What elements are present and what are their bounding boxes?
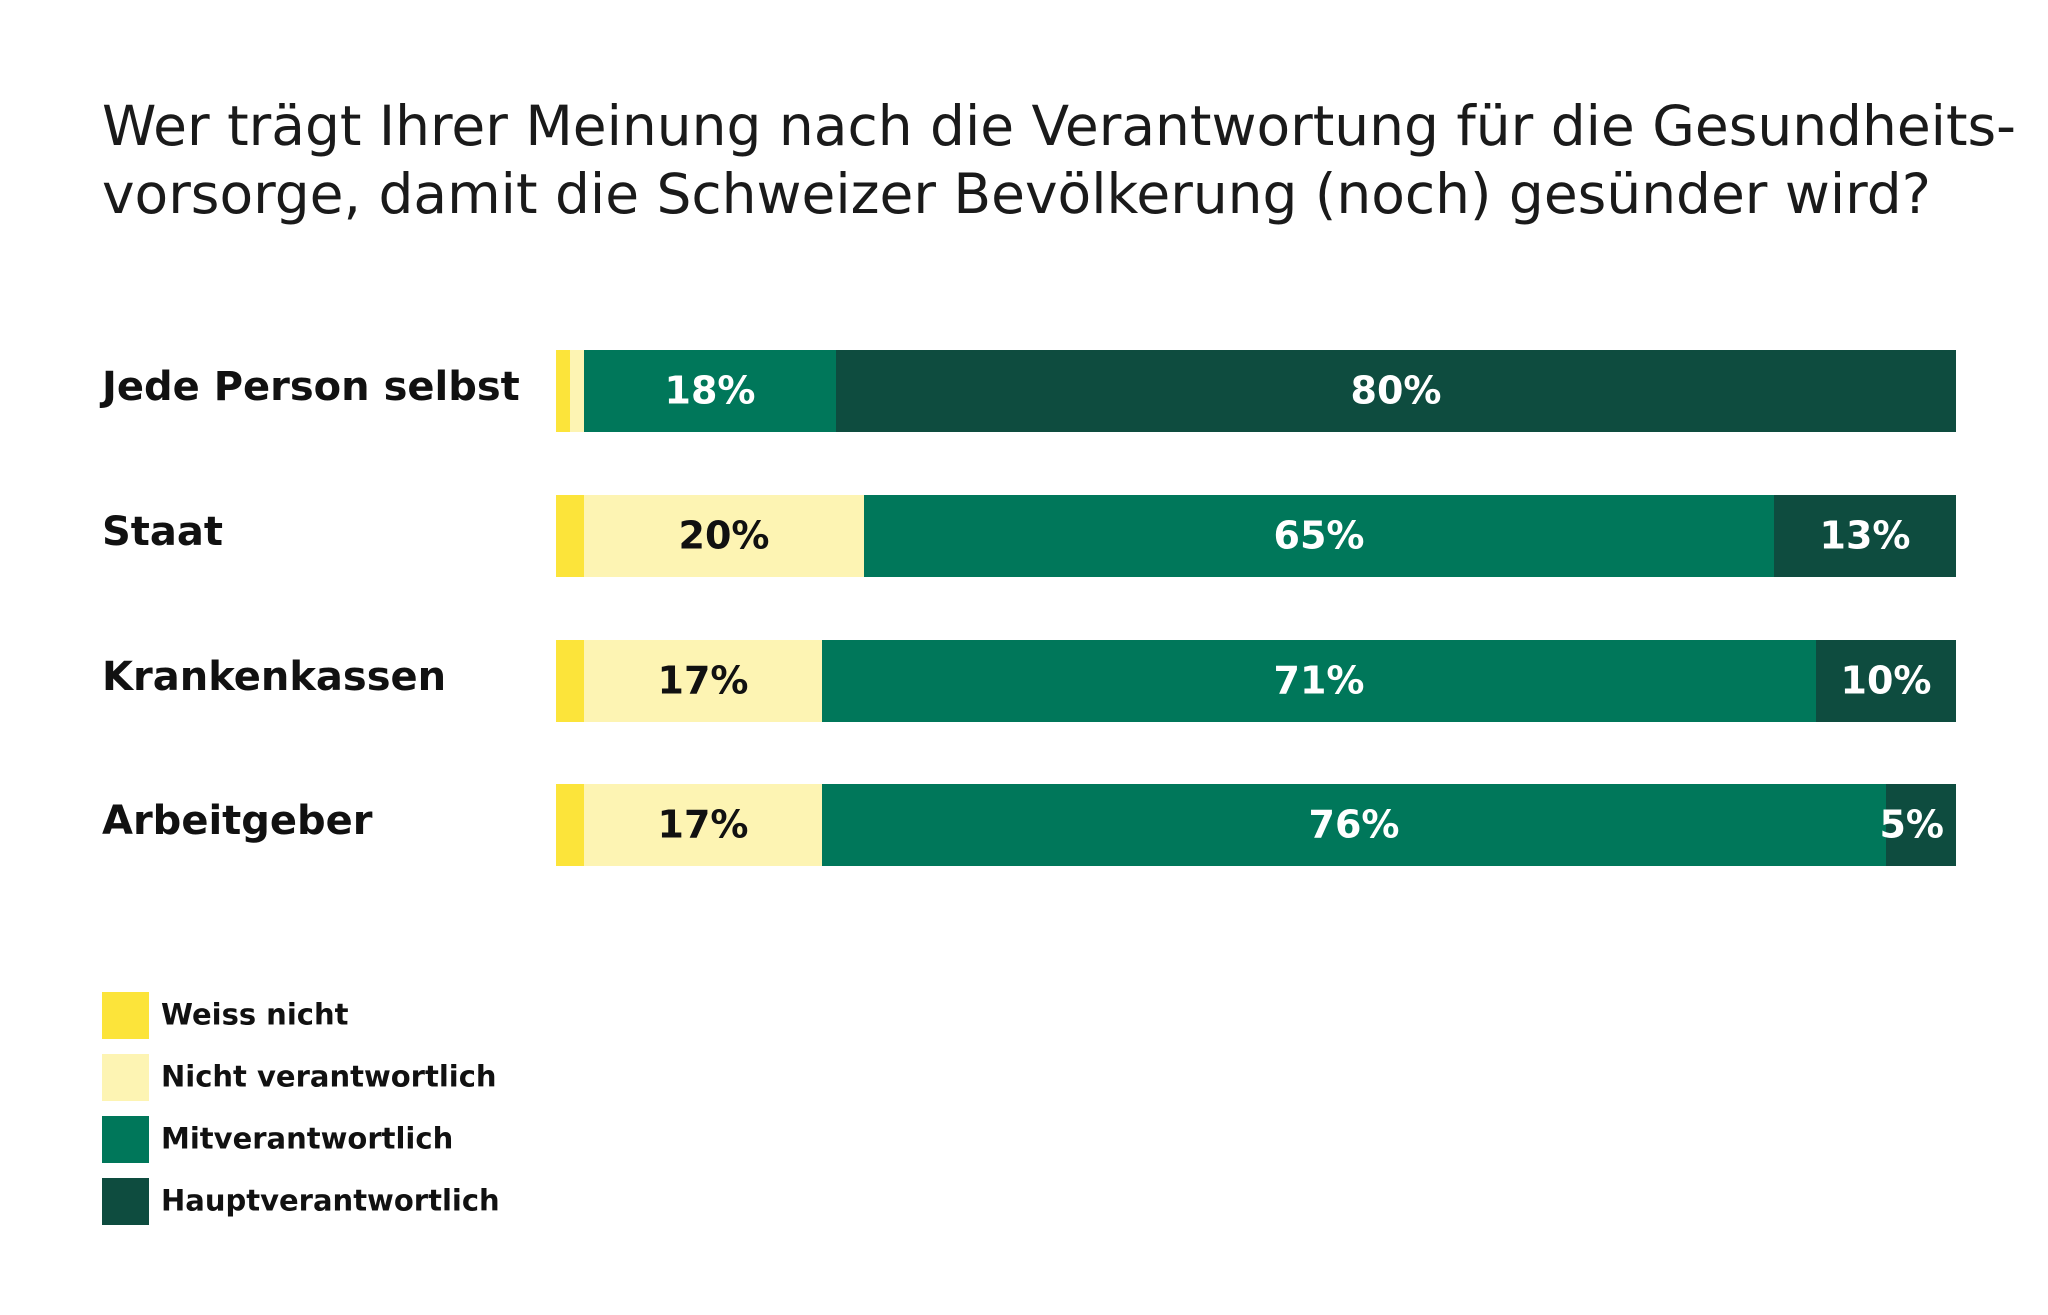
legend-label-mitverantwortlich: Mitverantwortlich bbox=[161, 1122, 453, 1156]
bar-segment-arbeitgeber-mitverantwortlich bbox=[822, 784, 1886, 866]
data-label-krankenkassen-nicht-verantwortlich: 17% bbox=[658, 659, 749, 703]
chart-title-line-1: Wer trägt Ihrer Meinung nach die Verantw… bbox=[102, 94, 2017, 158]
data-label-jede-person-selbst-mitverantwortlich: 18% bbox=[665, 369, 756, 413]
data-label-staat-nicht-verantwortlich: 20% bbox=[679, 514, 770, 558]
bar-segment-jede-person-selbst-mitverantwortlich bbox=[584, 350, 836, 432]
bar-segment-krankenkassen-weiss-nicht bbox=[556, 640, 584, 722]
legend-label-hauptverantwortlich: Hauptverantwortlich bbox=[161, 1184, 500, 1218]
category-label-jede-person-selbst: Jede Person selbst bbox=[99, 364, 520, 410]
data-label-arbeitgeber-hauptverantwortlich: 5% bbox=[1879, 803, 1944, 847]
data-label-krankenkassen-hauptverantwortlich: 10% bbox=[1841, 659, 1932, 703]
bar-segment-arbeitgeber-weiss-nicht bbox=[556, 784, 584, 866]
legend-swatch-hauptverantwortlich bbox=[102, 1178, 149, 1225]
legend-label-weiss-nicht: Weiss nicht bbox=[161, 998, 349, 1032]
chart-title: Wer trägt Ihrer Meinung nach die Verantw… bbox=[102, 92, 2017, 228]
bar-segment-staat-mitverantwortlich bbox=[864, 495, 1774, 577]
bar-segment-krankenkassen-nicht-verantwortlich bbox=[584, 640, 822, 722]
legend-swatch-nicht-verantwortlich bbox=[102, 1054, 149, 1101]
bar-segment-krankenkassen-mitverantwortlich bbox=[822, 640, 1816, 722]
category-label-arbeitgeber: Arbeitgeber bbox=[102, 798, 373, 844]
data-label-jede-person-selbst-hauptverantwortlich: 80% bbox=[1351, 369, 1442, 413]
legend-swatch-mitverantwortlich bbox=[102, 1116, 149, 1163]
legend-label-nicht-verantwortlich: Nicht verantwortlich bbox=[161, 1060, 497, 1094]
bar-segment-staat-hauptverantwortlich bbox=[1774, 495, 1956, 577]
bar-segment-arbeitgeber-hauptverantwortlich bbox=[1886, 784, 1956, 866]
data-label-arbeitgeber-nicht-verantwortlich: 17% bbox=[658, 803, 749, 847]
bar-segment-krankenkassen-hauptverantwortlich bbox=[1816, 640, 1956, 722]
data-label-staat-mitverantwortlich: 65% bbox=[1274, 514, 1365, 558]
category-label-krankenkassen: Krankenkassen bbox=[102, 654, 446, 700]
data-label-staat-hauptverantwortlich: 13% bbox=[1820, 514, 1911, 558]
bar-segment-jede-person-selbst-hauptverantwortlich bbox=[836, 350, 1956, 432]
bar-segment-staat-weiss-nicht bbox=[556, 495, 584, 577]
bar-segment-jede-person-selbst-weiss-nicht bbox=[556, 350, 570, 432]
chart-title-line-2: vorsorge, damit die Schweizer Bevölkerun… bbox=[102, 162, 1931, 226]
bar-segment-staat-nicht-verantwortlich bbox=[584, 495, 864, 577]
category-label-staat: Staat bbox=[102, 509, 223, 555]
bar-segment-jede-person-selbst-nicht-verantwortlich bbox=[570, 350, 584, 432]
data-label-krankenkassen-mitverantwortlich: 71% bbox=[1274, 659, 1365, 703]
data-label-arbeitgeber-mitverantwortlich: 76% bbox=[1309, 803, 1400, 847]
legend-swatch-weiss-nicht bbox=[102, 992, 149, 1039]
bar-segment-arbeitgeber-nicht-verantwortlich bbox=[584, 784, 822, 866]
